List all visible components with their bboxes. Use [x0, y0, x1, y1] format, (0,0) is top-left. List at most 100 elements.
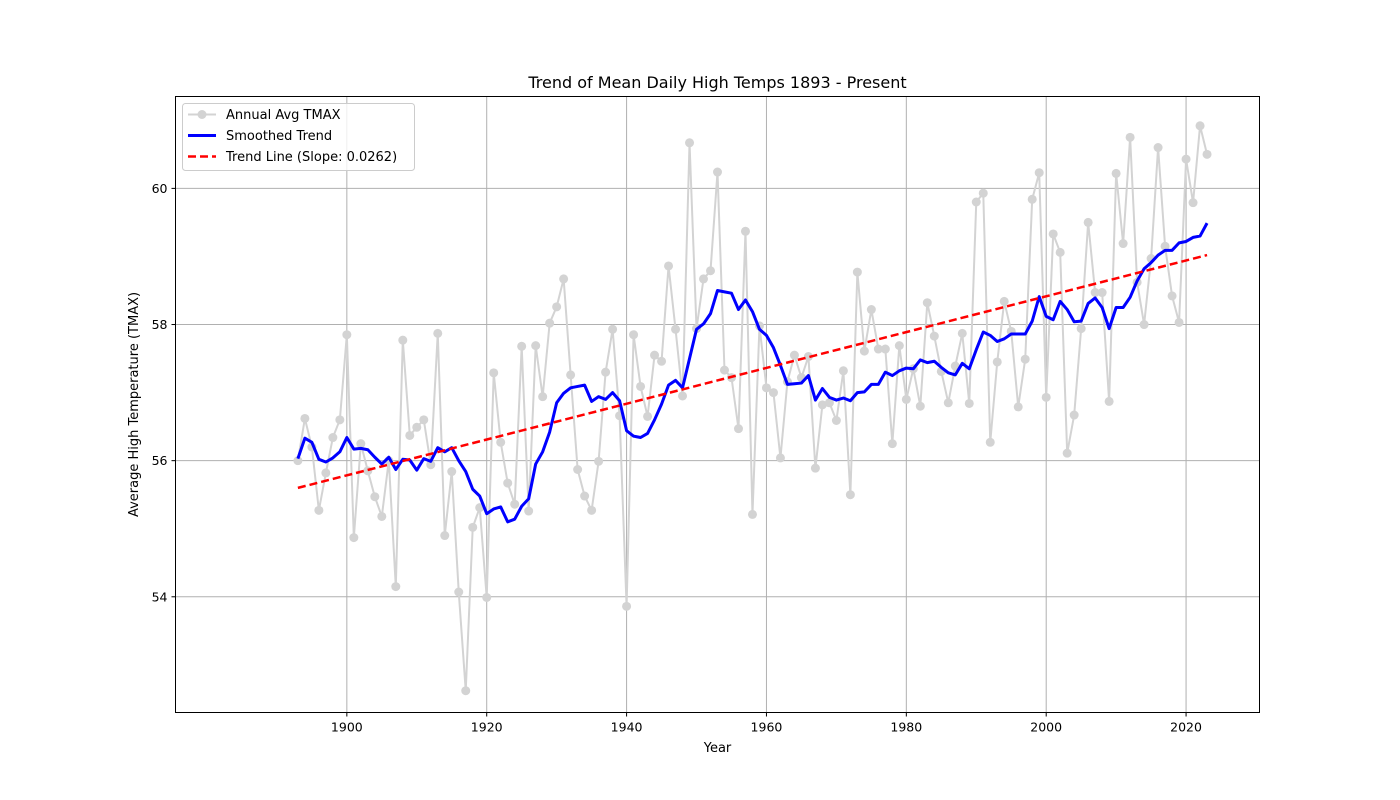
- annual-point-1966: [803, 352, 813, 362]
- annual-point-1911: [419, 415, 429, 425]
- annual-point-1961: [768, 388, 778, 398]
- annual-point-2000: [1041, 392, 1051, 402]
- y-tick-label-58: 58: [152, 317, 168, 332]
- annual-point-2001: [1048, 229, 1058, 239]
- annual-point-2011: [1118, 239, 1128, 249]
- annual-point-1957: [740, 226, 750, 236]
- annual-point-1917: [461, 686, 471, 696]
- annual-point-2004: [1069, 410, 1079, 420]
- annual-point-1897: [321, 468, 331, 478]
- annual-point-1924: [510, 499, 520, 509]
- annual-point-1974: [859, 346, 869, 356]
- annual-point-1984: [929, 331, 939, 341]
- annual-point-1942: [636, 381, 646, 391]
- series-trend-line: [297, 253, 1208, 490]
- annual-point-2020: [1181, 154, 1191, 164]
- annual-point-2007: [1090, 288, 1100, 298]
- legend-marker-annual: [197, 110, 207, 119]
- annual-point-1999: [1034, 168, 1044, 178]
- x-tick-label-2000: 2000: [1030, 720, 1062, 735]
- annual-point-1912: [426, 460, 436, 470]
- annual-point-2021: [1188, 198, 1198, 208]
- annual-point-1894: [300, 413, 310, 423]
- x-tick-label-1960: 1960: [751, 720, 783, 735]
- annual-point-1943: [643, 411, 653, 421]
- annual-point-1971: [838, 366, 848, 376]
- x-axis-label: Year: [703, 741, 732, 756]
- annual-point-1938: [608, 324, 618, 334]
- annual-point-1952: [706, 266, 716, 276]
- annual-point-1972: [845, 490, 855, 500]
- annual-point-2016: [1153, 143, 1163, 153]
- legend-label-annual: Annual Avg TMAX: [226, 108, 341, 123]
- x-tick-label-1900: 1900: [331, 720, 363, 735]
- annual-point-2014: [1139, 320, 1149, 330]
- annual-point-1898: [328, 433, 338, 443]
- annual-point-1899: [335, 415, 345, 425]
- annual-point-1993: [992, 357, 1002, 367]
- annual-point-1937: [601, 367, 611, 377]
- y-tick-label-54: 54: [152, 589, 168, 604]
- y-tick-label-60: 60: [152, 181, 168, 196]
- annual-point-1925: [517, 341, 527, 351]
- annual-point-1921: [489, 368, 499, 378]
- annual-point-2018: [1167, 291, 1177, 301]
- annual-point-1913: [433, 328, 443, 338]
- annual-point-1896: [314, 505, 324, 515]
- annual-point-1946: [664, 261, 674, 271]
- annual-point-1992: [985, 437, 995, 447]
- annual-point-1916: [454, 587, 464, 597]
- annual-point-1983: [922, 298, 932, 308]
- annual-point-1979: [894, 341, 904, 351]
- annual-point-2008: [1097, 288, 1107, 298]
- annual-point-1988: [957, 328, 967, 338]
- annual-point-1914: [440, 531, 450, 541]
- annual-point-1920: [482, 592, 492, 602]
- annual-point-1991: [978, 188, 988, 198]
- series-layer: [293, 121, 1212, 696]
- annual-point-2023: [1202, 149, 1212, 159]
- annual-point-1932: [566, 370, 576, 380]
- annual-point-1901: [349, 533, 359, 543]
- annual-point-1978: [887, 439, 897, 449]
- annual-point-1956: [733, 424, 743, 434]
- annual-point-1949: [685, 138, 695, 148]
- annual-point-1960: [761, 383, 771, 393]
- annual-point-1977: [880, 344, 890, 354]
- annual-point-1905: [377, 511, 387, 521]
- annual-point-1915: [447, 467, 457, 477]
- annual-point-1926: [524, 506, 534, 516]
- annual-point-1908: [398, 335, 408, 345]
- legend-label-smoothed: Smoothed Trend: [226, 129, 332, 144]
- annual-point-1940: [622, 601, 632, 611]
- ticks: 1900 1920 1940 1960 1980 2000 2020 54 56 58 60: [152, 181, 1202, 735]
- annual-point-1902: [356, 439, 366, 449]
- plot-area-frame: [175, 96, 1260, 713]
- annual-point-1951: [699, 274, 709, 284]
- annual-point-1976: [873, 344, 883, 354]
- annual-point-1990: [971, 197, 981, 207]
- legend-box: [182, 103, 415, 171]
- annual-point-1893: [293, 456, 303, 466]
- annual-point-2005: [1076, 324, 1086, 334]
- annual-point-1927: [531, 341, 541, 351]
- annual-point-1948: [678, 391, 688, 401]
- annual-point-1994: [999, 296, 1009, 306]
- chart-title: Trend of Mean Daily High Temps 1893 - Pr…: [527, 73, 906, 92]
- annual-point-2006: [1083, 217, 1093, 227]
- annual-point-1933: [573, 465, 583, 475]
- annual-point-1904: [370, 492, 380, 502]
- annual-point-1931: [559, 274, 569, 284]
- annual-point-1970: [831, 415, 841, 425]
- annual-point-1922: [496, 437, 506, 447]
- x-tick-label-2020: 2020: [1170, 720, 1202, 735]
- annual-point-1962: [775, 453, 785, 463]
- annual-point-1900: [342, 330, 352, 340]
- annual-point-2017: [1160, 241, 1170, 251]
- annual-point-1945: [657, 356, 667, 366]
- annual-point-1964: [789, 350, 799, 360]
- annual-point-1930: [552, 302, 562, 312]
- annual-point-1923: [503, 478, 513, 488]
- annual-point-1958: [747, 509, 757, 519]
- annual-point-1918: [468, 522, 478, 532]
